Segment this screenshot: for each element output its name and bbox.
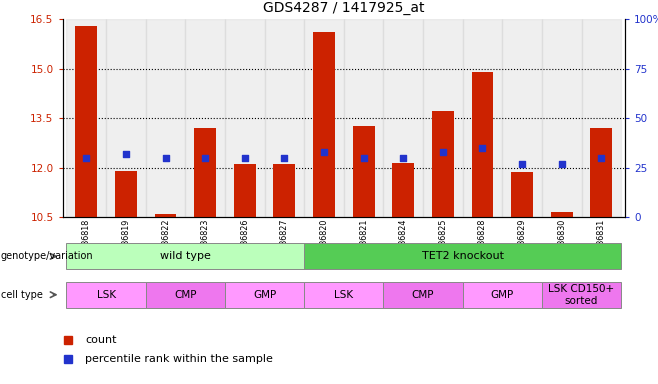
Bar: [343, 19, 384, 217]
Bar: [472, 72, 494, 217]
Point: [438, 149, 448, 155]
Text: CMP: CMP: [174, 290, 197, 300]
Text: TET2 knockout: TET2 knockout: [422, 251, 503, 262]
Point: [161, 155, 171, 161]
Bar: [542, 19, 582, 217]
Point: [240, 155, 250, 161]
Point: [557, 161, 567, 167]
Bar: [106, 19, 145, 217]
Text: genotype/variation: genotype/variation: [1, 251, 93, 262]
Text: percentile rank within the sample: percentile rank within the sample: [85, 354, 273, 364]
FancyBboxPatch shape: [145, 282, 225, 308]
Bar: [463, 19, 502, 217]
Point: [359, 155, 369, 161]
Point: [517, 161, 527, 167]
Text: LSK: LSK: [334, 290, 353, 300]
Bar: [511, 172, 533, 217]
FancyBboxPatch shape: [66, 282, 145, 308]
Text: wild type: wild type: [160, 251, 211, 262]
Bar: [353, 126, 374, 217]
FancyBboxPatch shape: [542, 282, 621, 308]
Point: [120, 151, 131, 157]
Bar: [76, 26, 97, 217]
Point: [318, 149, 329, 155]
Bar: [313, 32, 335, 217]
Text: LSK CD150+
sorted: LSK CD150+ sorted: [549, 284, 615, 306]
Bar: [304, 19, 343, 217]
Text: LSK: LSK: [97, 290, 116, 300]
Bar: [582, 19, 621, 217]
Point: [81, 155, 91, 161]
Bar: [234, 164, 256, 217]
Point: [279, 155, 290, 161]
Bar: [225, 19, 265, 217]
Bar: [115, 171, 137, 217]
Bar: [392, 162, 414, 217]
Bar: [66, 19, 106, 217]
Bar: [145, 19, 186, 217]
FancyBboxPatch shape: [66, 243, 304, 269]
Point: [477, 145, 488, 151]
Point: [596, 155, 607, 161]
Bar: [502, 19, 542, 217]
Point: [200, 155, 211, 161]
Text: cell type: cell type: [1, 290, 43, 300]
FancyBboxPatch shape: [225, 282, 304, 308]
Bar: [432, 111, 454, 217]
FancyBboxPatch shape: [384, 282, 463, 308]
Point: [398, 155, 409, 161]
Bar: [274, 164, 295, 217]
Title: GDS4287 / 1417925_at: GDS4287 / 1417925_at: [263, 2, 424, 15]
FancyBboxPatch shape: [304, 243, 621, 269]
Bar: [384, 19, 423, 217]
Bar: [186, 19, 225, 217]
Text: count: count: [85, 335, 116, 345]
Text: CMP: CMP: [412, 290, 434, 300]
FancyBboxPatch shape: [463, 282, 542, 308]
Bar: [423, 19, 463, 217]
Text: GMP: GMP: [491, 290, 514, 300]
Bar: [590, 128, 612, 217]
FancyBboxPatch shape: [304, 282, 384, 308]
Bar: [155, 214, 176, 217]
Bar: [265, 19, 304, 217]
Bar: [551, 212, 572, 217]
Text: GMP: GMP: [253, 290, 276, 300]
Bar: [194, 128, 216, 217]
